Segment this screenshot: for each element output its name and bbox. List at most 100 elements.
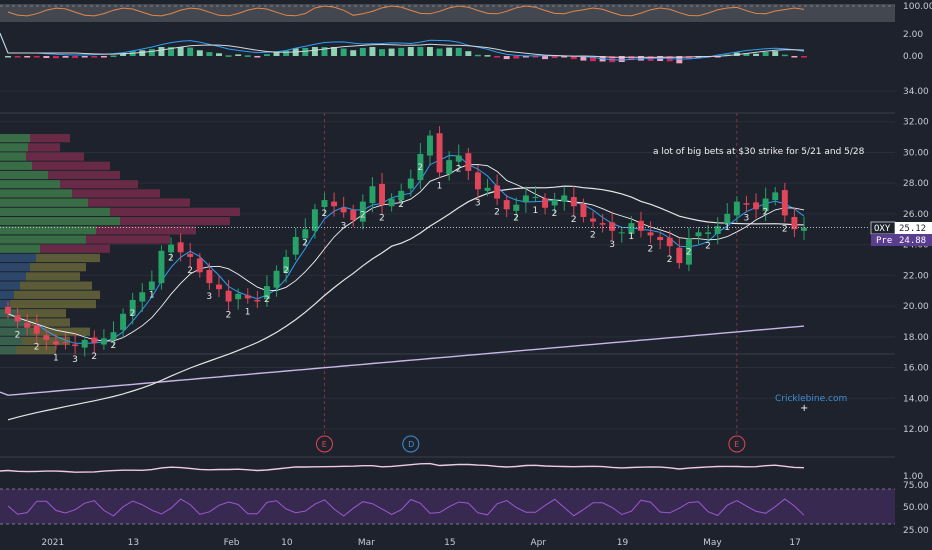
macd-bar-41 [398,47,405,56]
profile-down-23 [16,346,56,355]
macd-bar-10 [100,56,107,58]
symbol-tag: OXY [874,224,891,234]
macd-bar-12 [120,52,127,56]
profile-down-0 [30,134,70,143]
profile-up-16 [0,281,20,290]
count-mark-41: 2 [398,200,404,210]
stoch-pane [0,488,895,525]
macd-bar-20 [196,50,203,56]
profile-down-15 [26,272,80,281]
profile-down-4 [48,170,120,180]
profile-up-3 [0,161,32,170]
y-tick-30.00: 30.00 [903,148,929,158]
y-tick-28.00: 28.00 [903,179,929,189]
macd-bar-18 [177,47,184,56]
candle-body-64 [618,232,625,234]
macd-bar-26 [254,56,261,58]
macd-bar-78 [753,53,760,56]
profile-up-1 [0,143,28,152]
count-mark-71: 2 [686,247,692,257]
macd-bar-83 [801,56,807,58]
macd-bar-56 [542,56,549,60]
macd-bar-36 [350,50,357,56]
pane-tick-2: 0.00 [903,52,923,62]
profile-up-17 [0,290,14,299]
candle-body-38 [369,186,376,204]
count-mark-43: 2 [417,163,423,173]
event-label-1: D [408,440,414,449]
macd-bar-47 [455,47,462,56]
count-mark-77: 3 [743,214,749,224]
pane-tick-3: 1.00 [903,472,923,482]
macd-bar-82 [791,56,798,58]
candle-body-39 [379,183,385,205]
profile-down-12 [40,244,110,253]
macd-bar-27 [263,54,270,56]
profile-up-15 [0,272,26,281]
sma-long-line [0,325,805,396]
y-tick-20.00: 20.00 [903,302,929,312]
profile-up-22 [0,336,22,346]
y-tick-12.00: 12.00 [903,425,929,435]
candle-body-79 [762,198,769,211]
event-marker-0 [315,435,333,453]
macd-bar-60 [580,56,587,61]
candle-body-36 [350,210,357,221]
candle-body-53 [513,204,520,211]
profile-down-11 [86,235,170,244]
candle-body-10 [100,338,107,345]
candle-body-44 [427,135,433,156]
profile-up-4 [0,170,48,180]
candle-body-70 [676,247,683,264]
macd-bar-51 [494,56,501,58]
event-marker-1 [402,435,420,453]
candle-body-19 [187,253,194,257]
macd-bar-23 [225,55,232,57]
count-mark-49: 3 [475,198,481,208]
profile-down-13 [36,253,100,263]
y-tick-14.00: 14.00 [903,394,929,404]
macd-bar-6 [62,56,69,58]
count-mark-31: 2 [302,238,308,248]
profile-up-11 [0,235,86,244]
macd-bar-17 [168,47,175,56]
count-mark-17: 2 [168,254,174,264]
count-mark-25: 1 [245,307,251,317]
volume-profile [0,134,240,355]
macd-bar-28 [273,52,280,56]
macd-bar-80 [772,51,779,56]
time-axis[interactable]: 2021 13 Feb 10 Mar 15 Apr 19 May 17 [41,538,801,548]
ratio-pane [0,456,895,473]
macd-bar-3 [33,56,40,58]
macd-bar-65 [628,56,635,61]
macd-bar-39 [379,49,385,56]
macd-bar-2 [24,56,31,58]
macd-bar-50 [484,55,491,57]
watermark: Cricklebine.com [775,394,847,404]
y-tick-16.00: 16.00 [903,364,929,374]
price-grid [0,90,895,430]
candles [5,126,807,357]
profile-down-14 [30,263,86,272]
macd-bar-16 [158,47,165,56]
profile-down-7 [88,198,190,207]
count-mark-73: 2 [705,241,711,251]
macd-bar-77 [743,53,750,56]
macd-bar-5 [52,56,59,59]
candle-body-43 [417,153,424,181]
candle-body-48 [465,153,472,171]
macd-bar-40 [388,48,395,56]
macd-bar-81 [781,54,788,57]
candle-body-80 [772,192,779,201]
macd-bar-46 [446,47,453,56]
candle-body-55 [532,197,539,199]
candle-body-66 [637,220,644,231]
macd-bar-0 [5,56,11,58]
candle-body-47 [455,155,462,162]
profile-up-6 [0,189,72,198]
candle-body-30 [292,236,299,255]
pane-tick-6: 25.00 [903,526,929,536]
macd-bar-79 [762,52,769,56]
y-tick-32.00: 32.00 [903,118,929,128]
